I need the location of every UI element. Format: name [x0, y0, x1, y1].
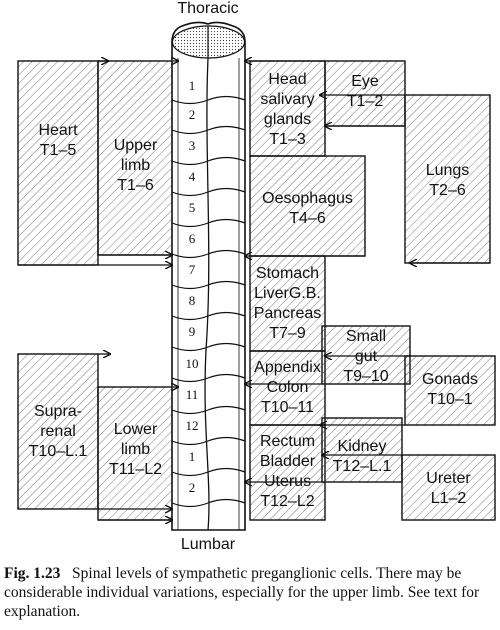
segment-label: 10	[185, 356, 199, 371]
kidney-label: Kidney T12–L.1	[320, 437, 404, 477]
segment-label: 2	[188, 107, 196, 122]
organ-levels: T7–9	[269, 325, 306, 342]
organ-levels: T12–L2	[260, 493, 315, 510]
kidney-box	[321, 417, 403, 483]
organ-levels: T2–6	[429, 182, 466, 199]
appendix-label: Appendix Colon T10–11	[248, 358, 327, 418]
thoracic-label: Thoracic	[177, 0, 239, 17]
organ-name: Pancreas	[253, 305, 322, 322]
lungs-label: Lungs T2–6	[405, 161, 490, 201]
small-gut-label: Small gut T9–10	[322, 327, 410, 387]
segment-label: 5	[188, 200, 196, 215]
arrows-right	[245, 61, 490, 482]
organ-name: Lungs	[425, 162, 470, 179]
ureter-box	[401, 454, 496, 521]
organ-levels: T9–10	[343, 368, 389, 385]
oesophagus-box	[249, 155, 366, 257]
segment-label: 11	[185, 387, 199, 402]
small-gut-box	[321, 325, 411, 385]
segment-label: 8	[188, 293, 196, 308]
organ-levels: T12–L.1	[332, 458, 392, 475]
organ-name: Colon	[266, 379, 309, 396]
organ-name: Head	[268, 71, 307, 88]
segment-label: 1	[188, 78, 196, 93]
organ-name: Stomach	[255, 265, 320, 282]
head-label: Head salivary glands T1–3	[250, 70, 325, 150]
organ-levels: T1–5	[39, 142, 77, 159]
organ-name: limb	[120, 157, 151, 174]
organ-levels: T11–L2	[108, 461, 163, 478]
arrows-left	[18, 61, 178, 520]
organ-name: Uterus	[263, 473, 312, 490]
rectum-label: Rectum Bladder Uterus T12–L2	[248, 432, 327, 512]
organ-name: Gonads	[421, 371, 479, 388]
organ-name: Upper	[113, 137, 158, 154]
organ-name: glands	[263, 111, 312, 128]
suprarenal-box	[17, 353, 99, 510]
sympathetic-levels-diagram: Thoracic Lumbar 1 2 3 4 5 6 7 8 9 10 11 …	[16, 0, 496, 553]
heart-box	[17, 60, 99, 266]
organ-levels: L1–2	[430, 490, 467, 507]
segment-label: 3	[188, 138, 196, 153]
organ-name: Small	[345, 328, 386, 345]
organ-name: Eye	[351, 73, 379, 90]
organ-levels: T4–6	[289, 210, 326, 227]
segment-label: 7	[188, 262, 196, 277]
lower-limb-box	[97, 386, 174, 521]
organ-name: limb	[120, 441, 151, 458]
organ-levels: T10–1	[427, 391, 473, 408]
eye-label: Eye T1–2	[325, 72, 405, 112]
organ-name: Oesophagus	[262, 190, 353, 207]
upper-limb-box	[97, 60, 174, 256]
segment-label: 9	[188, 324, 196, 339]
segment-label: 6	[188, 231, 196, 246]
organ-name: Ureter	[426, 470, 471, 487]
organ-levels: T10–L.1	[28, 443, 88, 460]
ureter-label: Ureter L1–2	[402, 469, 495, 509]
segment-label: 2	[188, 480, 196, 495]
organ-name: LiverG.B.	[254, 285, 321, 302]
caption-text: Spinal levels of sympathetic preganglion…	[4, 565, 480, 620]
segment-label: 4	[188, 169, 196, 184]
spinal-cord	[171, 21, 246, 531]
stomach-label: Stomach LiverG.B. Pancreas T7–9	[248, 264, 327, 344]
organ-name: renal	[40, 423, 76, 440]
organ-name: Rectum	[259, 433, 316, 450]
upper-limb-label: Upper limb T1–6	[98, 136, 173, 196]
segment-label: 1	[188, 449, 196, 464]
segment-label: 12	[185, 418, 199, 433]
organ-name: Lower	[113, 421, 158, 438]
organ-levels: T10–11	[260, 399, 315, 416]
suprarenal-label: Supra- renal T10–L.1	[16, 402, 100, 462]
organ-name: salivary	[260, 91, 315, 108]
organ-levels: T1–3	[269, 131, 306, 148]
appendix-box	[249, 350, 326, 426]
organ-name: Bladder	[259, 453, 316, 470]
organ-name: Appendix	[254, 359, 321, 376]
organ-name: Kidney	[337, 438, 387, 455]
heart-label: Heart T1–5	[18, 121, 98, 161]
organ-levels: T1–6	[117, 177, 154, 194]
organ-name: Supra-	[33, 403, 83, 420]
organ-levels: T1–2	[346, 93, 384, 110]
organ-name: Heart	[38, 122, 78, 139]
lower-limb-label: Lower limb T11–L2	[96, 420, 175, 480]
lumbar-label: Lumbar	[180, 536, 236, 553]
organ-name: gut	[354, 348, 378, 365]
figure-number: Fig. 1.23	[4, 565, 61, 582]
rectum-box	[249, 424, 326, 521]
gonads-label: Gonads T10–1	[405, 370, 495, 410]
oesophagus-label: Oesophagus T4–6	[250, 189, 365, 229]
diagram-graphics	[17, 21, 496, 531]
gonads-box	[404, 355, 496, 426]
figure-caption: Fig. 1.23 Spinal levels of sympathetic p…	[4, 564, 498, 621]
